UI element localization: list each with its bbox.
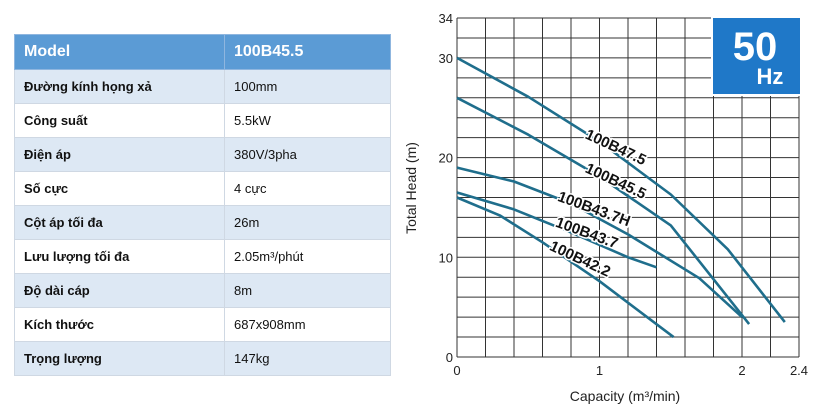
table-row: Cột áp tối đa 26m: [14, 205, 391, 240]
series-curve: [456, 96, 751, 325]
x-tick-label: 1: [596, 363, 603, 378]
spec-label: Số cực: [14, 171, 225, 206]
table-header-row: Model 100B45.5: [14, 34, 391, 70]
x-tick-label: 2: [738, 363, 745, 378]
spec-value: 380V/3pha: [224, 137, 391, 172]
y-axis-label: Total Head (m): [403, 142, 419, 234]
spec-value: 2.05m³/phút: [224, 239, 391, 274]
table-row: Công suất 5.5kW: [14, 103, 391, 138]
y-tick-label: 30: [439, 51, 453, 66]
spec-value: 4 cực: [224, 171, 391, 206]
spec-label: Trọng lượng: [14, 341, 225, 376]
badge-value: 50: [733, 25, 778, 69]
frequency-badge: 50 Hz: [711, 16, 802, 96]
y-tick-label: 10: [439, 250, 453, 265]
spec-label: Điện áp: [14, 137, 225, 172]
spec-label: Độ dài cáp: [14, 273, 225, 308]
y-tick-label: 0: [446, 350, 453, 365]
badge-background: [711, 16, 802, 96]
spec-value: 687x908mm: [224, 307, 391, 342]
x-tick-label: 0: [453, 363, 460, 378]
spec-value: 5.5kW: [224, 103, 391, 138]
y-tick-label: 20: [439, 151, 453, 166]
x-axis-label: Capacity (m³/min): [570, 388, 680, 404]
series-curve: [456, 166, 743, 319]
spec-label: Cột áp tối đa: [14, 205, 225, 240]
spec-value: 100mm: [224, 69, 391, 104]
table-row: Lưu lượng tối đa 2.05m³/phút: [14, 239, 391, 274]
spec-value: 8m: [224, 273, 391, 308]
series-curve: [456, 191, 657, 269]
header-model-value: 100B45.5: [224, 34, 391, 70]
badge-unit: Hz: [757, 64, 784, 89]
spec-table: Model 100B45.5 Đường kính họng xả 100mm Cô…: [14, 34, 391, 376]
spec-label: Lưu lượng tối đa: [14, 239, 225, 274]
spec-label: Công suất: [14, 103, 225, 138]
y-tick-label: 34: [439, 11, 453, 26]
x-tick-label: 2.4: [790, 363, 808, 378]
series-curve: [456, 56, 786, 323]
table-row: Số cực 4 cực: [14, 171, 391, 206]
table-row: Điện áp 380V/3pha: [14, 137, 391, 172]
series-curve: [456, 196, 675, 339]
header-model-label: Model: [14, 34, 225, 70]
table-row: Trọng lượng 147kg: [14, 341, 391, 376]
table-row: Độ dài cáp 8m: [14, 273, 391, 308]
spec-value: 147kg: [224, 341, 391, 376]
spec-table-body: Model 100B45.5 Đường kính họng xả 100mm Cô…: [14, 34, 391, 376]
chart-ticks: 0 1 2 2.4 0 10 20 30 34: [439, 11, 809, 378]
